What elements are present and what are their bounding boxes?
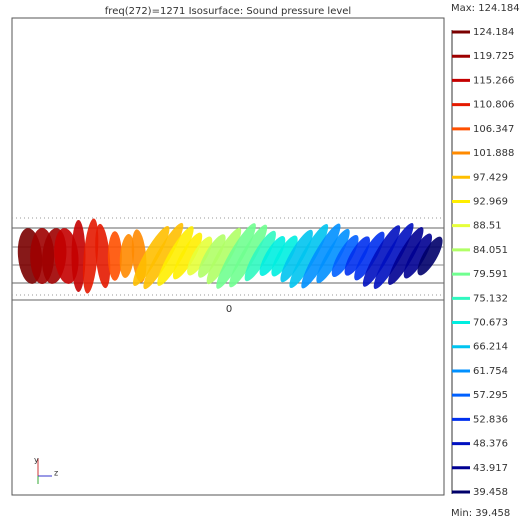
colorbar-label: 92.969 [473,196,508,207]
colorbar-label: 79.591 [473,269,508,280]
colorbar-label: 101.888 [473,148,514,159]
colorbar-label: 52.836 [473,414,508,425]
colorbar-label: 70.673 [473,318,508,329]
colorbar-label: 115.266 [473,75,514,86]
colorbar-label: 39.458 [473,487,508,498]
colorbar-label: 97.429 [473,172,508,183]
colorbar-label: 84.051 [473,245,508,256]
screen: freq(272)=1271 Isosurface: Sound pressur… [0,0,523,521]
colorbar-min: Min: 39.458 [451,508,510,519]
colorbar-label: 48.376 [473,439,508,450]
colorbar-label: 124.184 [473,27,514,38]
colorbar-label: 75.132 [473,293,508,304]
axis-tick-label: 0 [226,304,232,315]
colorbar-label: 106.347 [473,124,514,135]
colorbar-label: 119.725 [473,51,514,62]
colorbar-label: 88.51 [473,221,502,232]
colorbar-label: 61.754 [473,366,508,377]
colorbar-label: 43.917 [473,463,508,474]
isosurface [108,231,122,280]
colorbar-label: 110.806 [473,100,514,111]
plot-title: freq(272)=1271 Isosurface: Sound pressur… [105,6,351,17]
colorbar-label: 57.295 [473,390,508,401]
triad-label: z [54,469,58,478]
colorbar-label: 66.214 [473,342,508,353]
triad-label: y [34,456,39,465]
colorbar-max: Max: 124.184 [451,3,520,14]
